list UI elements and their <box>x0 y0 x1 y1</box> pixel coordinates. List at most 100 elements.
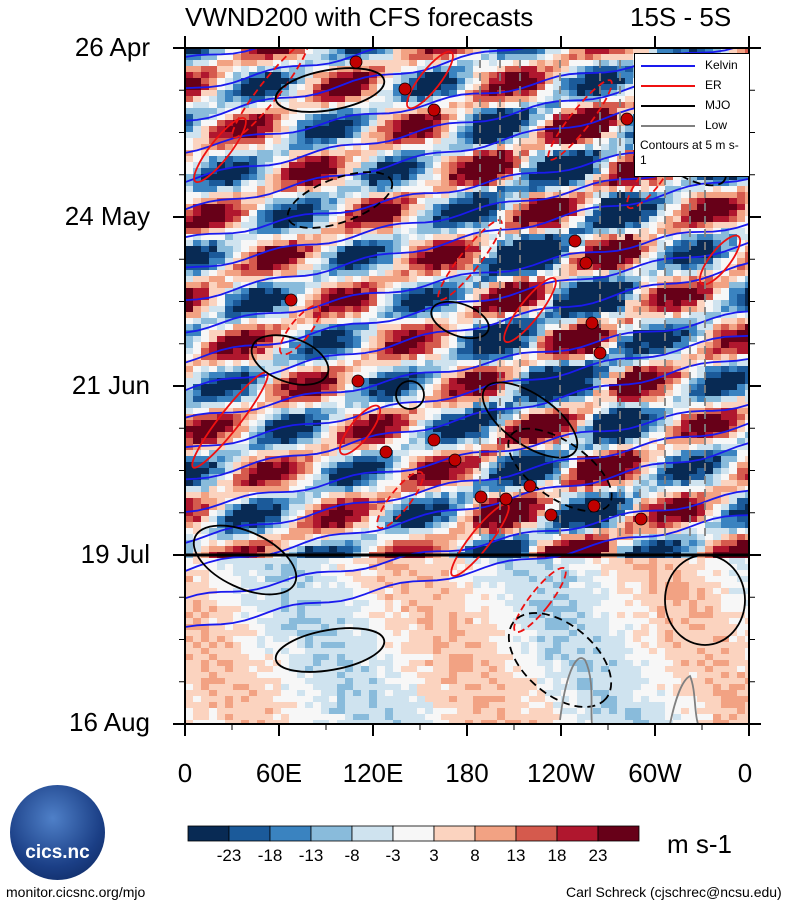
shading-cell <box>665 264 673 270</box>
shading-cell <box>561 222 569 228</box>
shading-cell <box>737 360 745 366</box>
shading-cell <box>209 66 217 72</box>
shading-cell <box>585 294 593 300</box>
shading-cell <box>257 444 265 450</box>
shading-cell <box>721 240 729 246</box>
shading-cell <box>545 222 553 228</box>
shading-cell <box>577 432 585 438</box>
shading-cell <box>513 342 521 348</box>
shading-cell <box>585 306 593 312</box>
shading-cell <box>665 336 673 342</box>
shading-cell <box>609 54 617 60</box>
shading-cell <box>321 444 329 450</box>
shading-cell <box>217 438 225 444</box>
shading-cell <box>361 384 369 390</box>
shading-cell <box>369 222 377 228</box>
shading-cell <box>249 108 257 114</box>
shading-cell <box>297 390 305 396</box>
shading-cell <box>609 162 617 168</box>
shading-cell <box>721 192 729 198</box>
shading-cell <box>665 294 673 300</box>
shading-cell <box>561 66 569 72</box>
shading-cell <box>689 480 697 486</box>
shading-cell <box>569 48 577 54</box>
shading-cell <box>209 72 217 78</box>
shading-cell <box>561 204 569 210</box>
shading-cell <box>193 504 201 510</box>
shading-cell <box>257 324 265 330</box>
shading-cell <box>585 330 593 336</box>
shading-cell <box>745 378 749 384</box>
shading-cell <box>329 72 337 78</box>
shading-cell <box>473 96 481 102</box>
shading-cell <box>601 432 609 438</box>
shading-cell <box>225 66 233 72</box>
shading-cell <box>457 60 465 66</box>
shading-cell <box>337 516 345 522</box>
shading-cell <box>657 324 665 330</box>
shading-cell <box>681 426 689 432</box>
shading-cell <box>193 126 201 132</box>
shading-cell <box>729 306 737 312</box>
shading-cell <box>625 450 633 456</box>
shading-cell <box>353 246 361 252</box>
shading-cell <box>449 48 457 54</box>
shading-cell <box>449 438 457 444</box>
shading-cell <box>489 192 497 198</box>
shading-cell <box>201 504 209 510</box>
shading-cell <box>513 324 521 330</box>
shading-cell <box>281 408 289 414</box>
shading-cell <box>377 198 385 204</box>
shading-cell <box>609 174 617 180</box>
shading-cell <box>313 408 321 414</box>
shading-cell <box>593 114 601 120</box>
shading-cell <box>417 444 425 450</box>
shading-cell <box>617 252 625 258</box>
shading-cell <box>249 294 257 300</box>
shading-cell <box>529 414 537 420</box>
shading-cell <box>681 198 689 204</box>
shading-cell <box>449 252 457 258</box>
shading-cell <box>689 504 697 510</box>
shading-cell <box>345 96 353 102</box>
shading-cell <box>313 366 321 372</box>
shading-cell <box>713 240 721 246</box>
shading-cell <box>617 126 625 132</box>
shading-cell <box>657 246 665 252</box>
shading-cell <box>649 366 657 372</box>
shading-cell <box>353 150 361 156</box>
shading-cell <box>393 114 401 120</box>
shading-cell <box>385 360 393 366</box>
shading-cell <box>209 348 217 354</box>
shading-cell <box>257 276 265 282</box>
shading-cell <box>633 378 641 384</box>
shading-cell <box>465 330 473 336</box>
shading-cell <box>665 252 673 258</box>
shading-cell <box>529 366 537 372</box>
shading-cell <box>401 270 409 276</box>
shading-cell <box>585 156 593 162</box>
shading-cell <box>521 438 529 444</box>
shading-cell <box>457 372 465 378</box>
shading-cell <box>425 288 433 294</box>
shading-cell <box>481 420 489 426</box>
shading-cell <box>353 504 361 510</box>
shading-cell <box>673 504 681 510</box>
shading-cell <box>745 330 749 336</box>
shading-cell <box>473 330 481 336</box>
shading-cell <box>489 150 497 156</box>
shading-cell <box>681 354 689 360</box>
shading-cell <box>353 78 361 84</box>
shading-cell <box>353 228 361 234</box>
shading-cell <box>473 378 481 384</box>
shading-cell <box>497 486 505 492</box>
shading-cell <box>449 282 457 288</box>
shading-cell <box>545 426 553 432</box>
shading-cell <box>185 204 193 210</box>
shading-cell <box>313 324 321 330</box>
shading-cell <box>273 204 281 210</box>
shading-cell <box>585 462 593 468</box>
shading-cell <box>505 348 513 354</box>
shading-cell <box>585 378 593 384</box>
shading-cell <box>425 216 433 222</box>
